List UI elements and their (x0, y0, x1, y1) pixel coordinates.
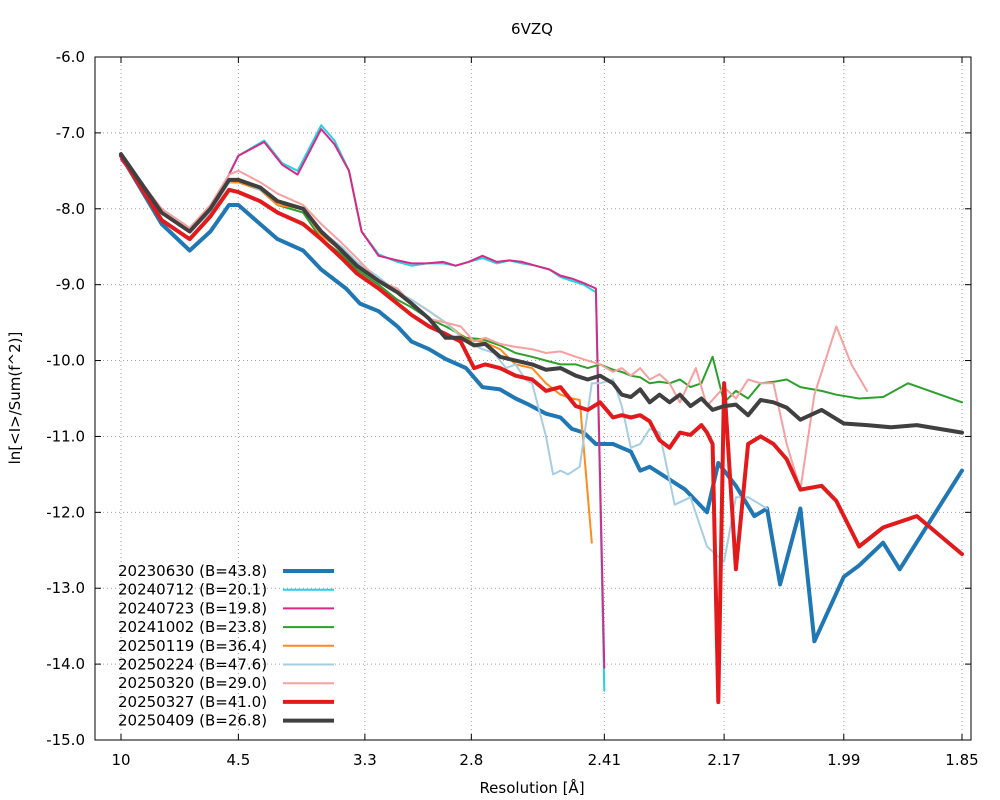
legend-label: 20240723 (B=19.8) (118, 599, 267, 617)
x-tick-label: 4.5 (226, 751, 250, 769)
series-line-9 (119, 152, 964, 435)
series-line-8 (119, 153, 964, 705)
chart-title: 6VZQ (511, 20, 553, 38)
y-tick-label: -13.0 (46, 579, 85, 597)
legend-label: 20250327 (B=41.0) (118, 693, 267, 711)
series-line-1 (119, 153, 964, 644)
y-tick-label: -7.0 (56, 124, 85, 142)
x-tick-label: 2.41 (588, 751, 621, 769)
legend-label: 20230630 (B=43.8) (118, 562, 267, 580)
series-line-3 (120, 128, 606, 669)
legend-label: 20241002 (B=23.8) (118, 618, 267, 636)
legend-label: 20250224 (B=47.6) (118, 656, 267, 674)
x-tick-label: 2.8 (459, 751, 483, 769)
y-tick-label: -14.0 (46, 655, 85, 673)
y-tick-label: -6.0 (56, 48, 85, 66)
y-tick-label: -8.0 (56, 200, 85, 218)
plot-frame (94, 56, 972, 741)
x-tick-label: 2.17 (707, 751, 740, 769)
legend: 20230630 (B=43.8)20240712 (B=20.1)202407… (118, 562, 334, 730)
legend-label: 20250119 (B=36.4) (118, 637, 267, 655)
legend-label: 20250409 (B=26.8) (118, 712, 267, 730)
x-tick-label: 10 (111, 751, 130, 769)
y-axis: -6.0 -7.0 -8.0 -9.0 -10.0 -11.0 -12.0 -13.0 -14.… (46, 48, 971, 749)
x-axis-label: Resolution [Å] (479, 778, 584, 797)
y-tick-label: -15.0 (46, 731, 85, 749)
x-tick-label: 1.85 (945, 751, 978, 769)
y-axis-label: ln[<I>/Sum(f^2)] (6, 332, 24, 465)
legend-label: 20250320 (B=29.0) (118, 674, 267, 692)
y-tick-label: -9.0 (56, 276, 85, 294)
series-line-7 (120, 154, 868, 491)
x-axis: 10 4.5 3.3 2.8 2.41 2.17 1.99 1.85 (111, 57, 979, 769)
x-tick-label: 1.99 (827, 751, 860, 769)
legend-label: 20240712 (B=20.1) (118, 581, 267, 599)
y-tick-label: -10.0 (46, 352, 85, 370)
y-tick-label: -11.0 (46, 427, 85, 445)
x-tick-label: 3.3 (353, 751, 377, 769)
series-layer (119, 124, 964, 705)
y-tick-label: -12.0 (46, 503, 85, 521)
